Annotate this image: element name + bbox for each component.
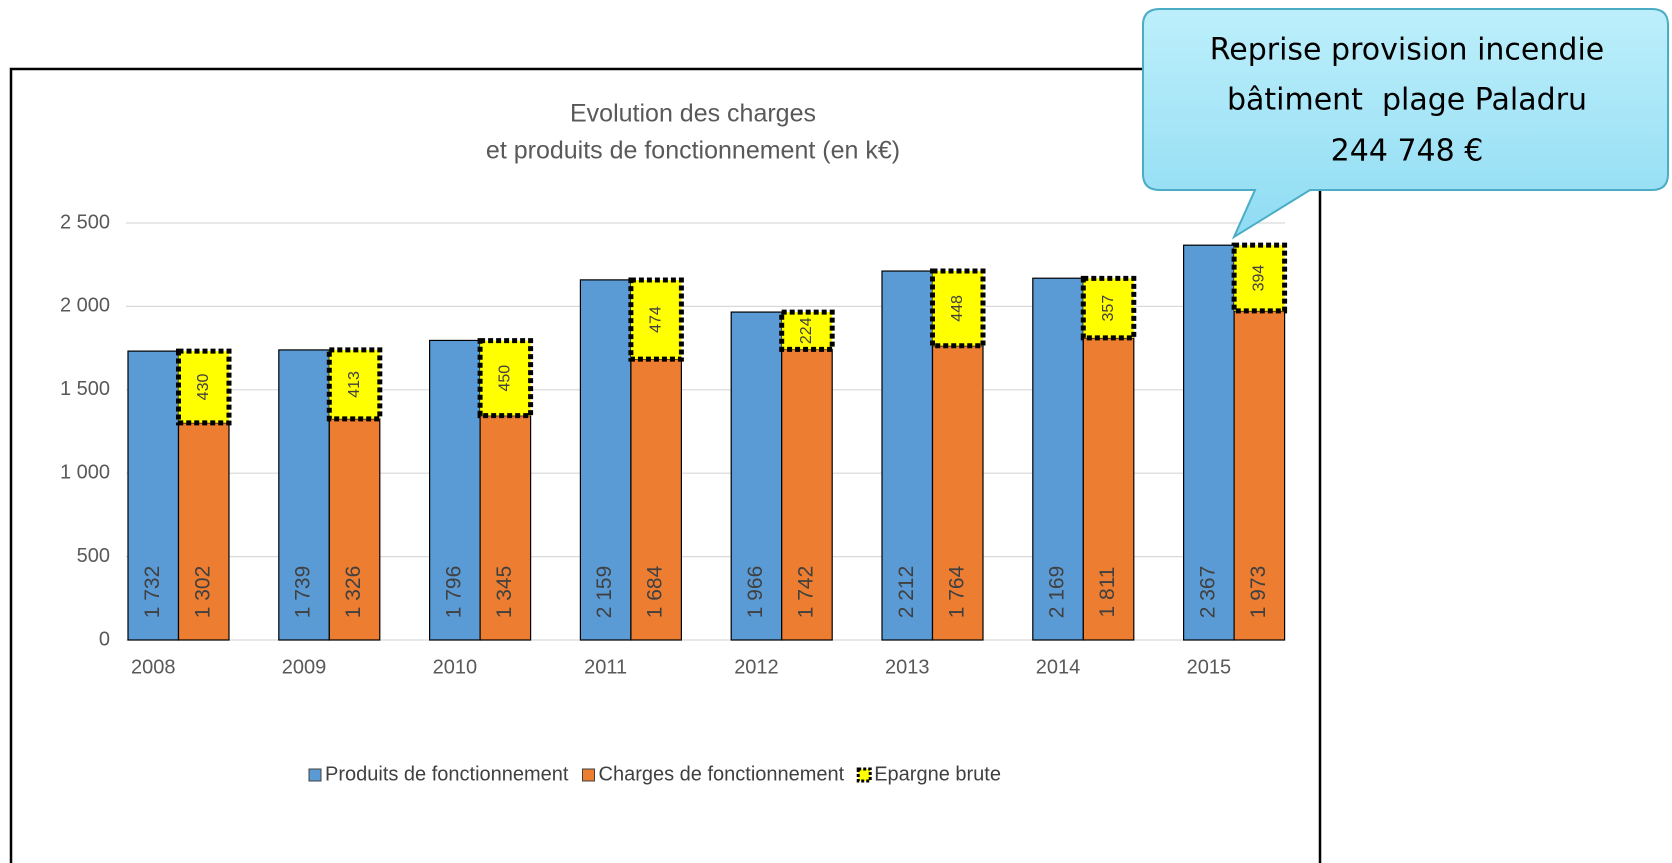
bar (1231, 242, 1288, 314)
x-tick-label: 2013 (885, 656, 930, 678)
value-label: 1 742 (794, 566, 817, 619)
bar (930, 268, 986, 349)
bar (1032, 277, 1084, 641)
y-tick-label: 1 500 (60, 378, 110, 400)
legend: Produits de fonctionnement Charges de fon… (308, 763, 1001, 785)
bar (328, 418, 381, 641)
value-label: 1 966 (744, 566, 767, 619)
legend-swatch (308, 768, 322, 782)
bar (177, 422, 230, 641)
bar (630, 358, 683, 641)
y-tick-label: 500 (77, 545, 110, 567)
value-label: 1 345 (493, 566, 516, 619)
callout-text: bâtiment plage Paladru (1227, 83, 1587, 118)
bar (730, 311, 783, 641)
value-label: 430 (195, 374, 212, 401)
value-label: 474 (647, 306, 664, 333)
bar (579, 279, 632, 641)
value-label: 448 (949, 295, 966, 322)
value-label: 2 367 (1196, 566, 1219, 619)
legend-label: Charges de fonctionnement (599, 763, 845, 785)
value-label: 2 169 (1046, 566, 1069, 619)
value-label: 2 159 (593, 566, 616, 619)
value-label: 1 796 (442, 566, 465, 619)
value-label: 1 684 (644, 565, 667, 618)
bar (429, 339, 481, 641)
y-tick-label: 0 (99, 628, 110, 650)
x-tick-label: 2010 (433, 656, 478, 678)
value-label: 1 764 (945, 565, 968, 618)
bar (931, 345, 984, 641)
chart-title: et produits de fonctionnement (en k€) (486, 137, 900, 165)
y-tick-label: 2 000 (60, 295, 110, 317)
x-tick-label: 2009 (282, 656, 327, 678)
y-tick-label: 1 000 (60, 461, 110, 483)
callout-text: 244 748 € (1331, 134, 1484, 169)
bar (779, 309, 835, 352)
legend-label: Produits de fonctionnement (325, 763, 569, 785)
legend-swatch (582, 768, 595, 782)
value-label: 413 (346, 371, 363, 398)
bar (326, 347, 383, 422)
value-label: 1 973 (1247, 566, 1270, 619)
callout-bubble (1142, 8, 1669, 240)
bar (479, 415, 532, 641)
x-tick-label: 2015 (1187, 656, 1232, 678)
legend-swatch (856, 767, 872, 783)
bar (881, 270, 934, 641)
bar (1233, 310, 1286, 641)
bar (278, 349, 330, 641)
chart-title: Evolution des charges (570, 100, 816, 128)
value-label: 394 (1251, 265, 1268, 292)
bar (1082, 337, 1135, 641)
x-tick-label: 2011 (584, 656, 627, 678)
callout: Reprise provision incendie bâtiment plag… (1142, 8, 1669, 240)
value-label: 1 326 (342, 566, 365, 619)
bar (477, 338, 534, 419)
bar (781, 348, 833, 641)
plot: 0 500 1 000 1 500 2 000 2 500 1 732 1 302 430 200… (60, 211, 1288, 678)
bar (176, 348, 232, 426)
x-tick-label: 2014 (1036, 656, 1081, 678)
value-label: 1 739 (292, 566, 315, 619)
y-tick-label: 2 500 (60, 211, 110, 233)
value-label: 1 302 (191, 566, 214, 619)
legend-label: Epargne brute (874, 763, 1001, 785)
value-label: 2 212 (895, 566, 918, 619)
bar (127, 350, 180, 641)
x-tick-label: 2008 (131, 656, 176, 678)
value-label: 357 (1100, 295, 1117, 322)
value-label: 1 811 (1096, 567, 1119, 618)
value-label: 224 (798, 317, 815, 344)
value-label: 1 732 (141, 566, 164, 619)
callout-text: Reprise provision incendie (1210, 33, 1604, 68)
value-label: 450 (497, 365, 514, 392)
bar (1080, 275, 1137, 341)
x-tick-label: 2012 (734, 656, 779, 678)
bar (628, 277, 684, 362)
